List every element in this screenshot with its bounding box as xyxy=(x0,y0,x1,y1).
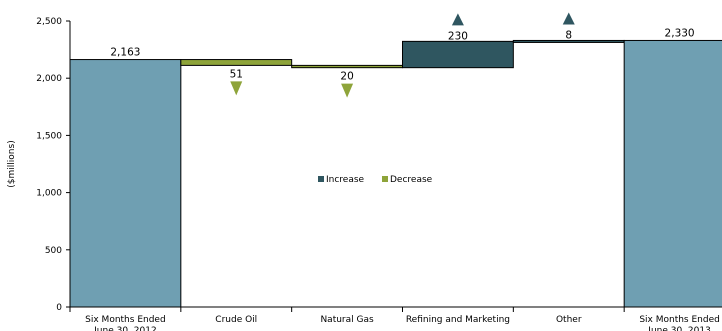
data-label-5: 8 xyxy=(565,29,572,41)
down-arrow-icon xyxy=(341,83,354,98)
y-tick-label: 0 xyxy=(56,303,62,313)
y-tick-label: 500 xyxy=(45,246,62,256)
up-arrow-icon xyxy=(562,12,575,25)
category-label-4: Refining and Marketing xyxy=(406,315,510,325)
category-label-6-line2: June 30, 2013 xyxy=(647,326,711,331)
legend: Increase Decrease xyxy=(318,175,433,185)
data-label-4: 230 xyxy=(448,30,468,42)
category-label-2: Crude Oil xyxy=(215,315,257,325)
y-tick-label: 1,000 xyxy=(36,189,62,199)
category-label-1: Six Months Ended xyxy=(85,315,166,325)
data-label-2: 51 xyxy=(230,68,243,80)
bar-1 xyxy=(69,59,182,308)
up-arrow-icon xyxy=(451,13,464,26)
legend-swatch-increase xyxy=(318,176,324,182)
category-label-1-line2: June 30, 2012 xyxy=(93,326,157,331)
bars: 2,163 51 20 230 8 2,330 xyxy=(69,12,722,308)
data-label-3: 20 xyxy=(340,71,353,83)
y-tick-label: 2,500 xyxy=(36,17,62,27)
bar-3 xyxy=(291,64,403,69)
y-tick-label: 1,500 xyxy=(36,131,62,141)
category-label-5: Other xyxy=(556,315,582,325)
data-label-1: 2,163 xyxy=(110,47,140,59)
legend-label-decrease: Decrease xyxy=(390,175,433,185)
category-label-3: Natural Gas xyxy=(320,315,374,325)
y-tick-label: 2,000 xyxy=(36,74,62,84)
data-label-6: 2,330 xyxy=(665,27,695,39)
y-axis: 0 500 1,000 1,500 2,000 2,500 xyxy=(36,17,71,313)
category-label-6: Six Months Ended xyxy=(639,315,720,325)
legend-label-increase: Increase xyxy=(326,175,365,185)
legend-swatch-decrease xyxy=(382,176,388,182)
y-axis-label: ($millions) xyxy=(7,140,17,187)
bar-4 xyxy=(402,40,514,69)
bar-2 xyxy=(180,59,293,66)
down-arrow-icon xyxy=(230,81,243,96)
bar-6 xyxy=(623,39,722,308)
